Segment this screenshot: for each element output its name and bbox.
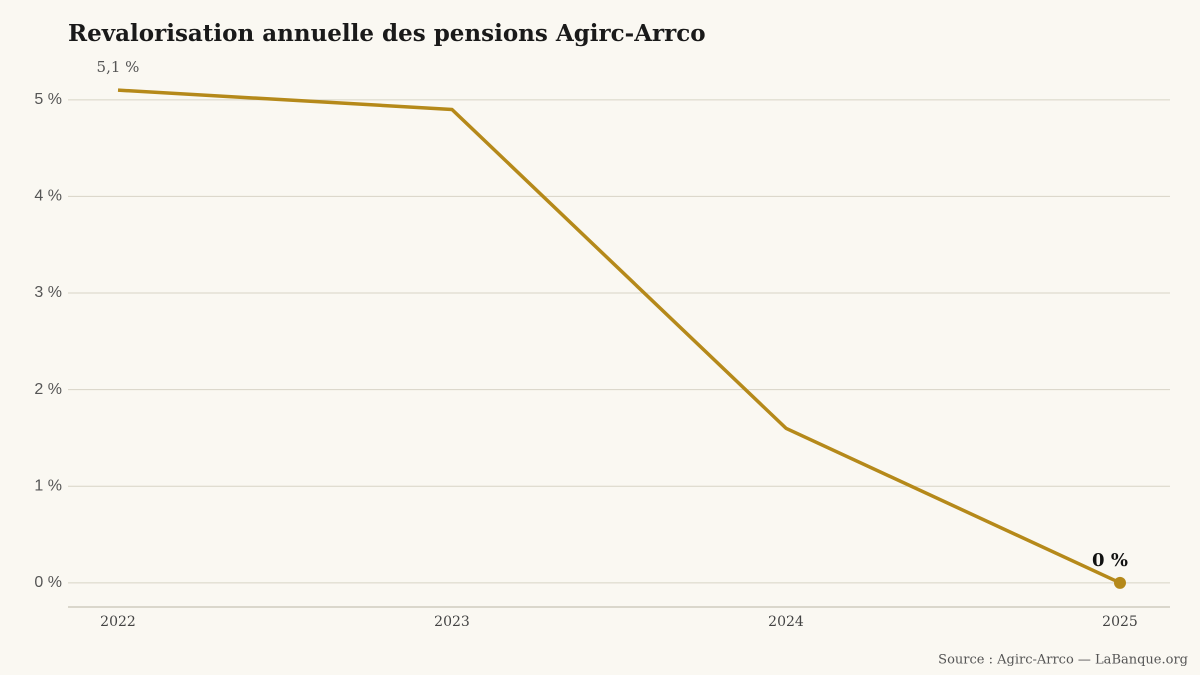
y-tick-label: 0 %: [34, 574, 62, 591]
x-tick-label: 2023: [434, 614, 470, 630]
line-series: [117, 88, 1121, 585]
y-tick-label: 2 %: [34, 381, 62, 398]
data-label: 0 %: [1092, 550, 1128, 571]
data-label: 5,1 %: [97, 58, 140, 76]
y-tick-label: 5 %: [34, 91, 62, 108]
x-tick-label: 2024: [768, 614, 804, 630]
end-point: [1114, 576, 1126, 589]
source-note: Source : Agirc-Arrco — LaBanque.org: [938, 653, 1188, 668]
y-tick-label: 4 %: [34, 188, 62, 205]
chart-title: Revalorisation annuelle des pensions Agi…: [68, 20, 706, 47]
y-tick-label: 1 %: [34, 477, 62, 494]
x-tick-label: 2025: [1102, 614, 1138, 630]
x-tick-label: 2022: [100, 614, 136, 630]
y-tick-label: 3 %: [34, 284, 62, 301]
